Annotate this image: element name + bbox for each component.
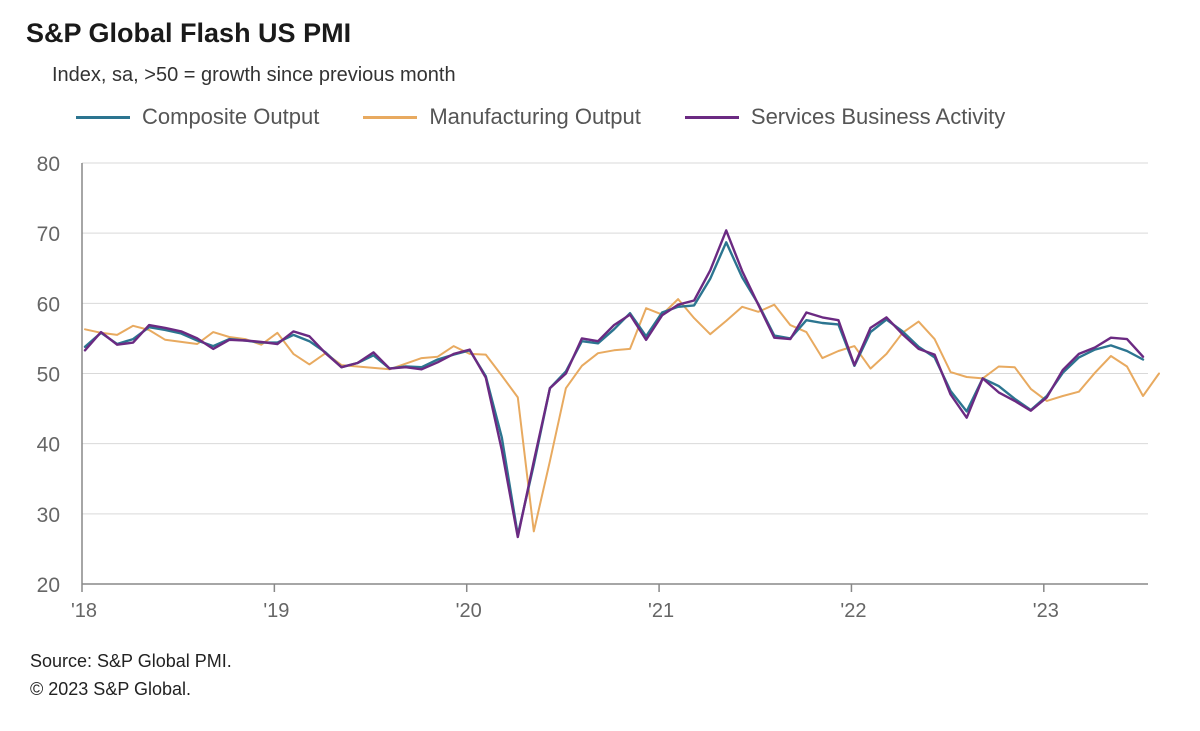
series-line-composite <box>83 241 1145 537</box>
legend-label-services: Services Business Activity <box>750 104 1006 129</box>
x-tick-label-4: '22 <box>840 600 866 622</box>
legend-swatch-manufacturing <box>363 115 418 119</box>
legend-item-composite: Composite Output <box>76 104 319 130</box>
source-note: Source: S&P Global PMI. <box>30 651 232 671</box>
chart-subtitle: Index, sa, >50 = growth since previous m… <box>52 64 456 86</box>
series-line-services <box>83 229 1145 539</box>
x-tick-label-1: '19 <box>263 600 289 622</box>
y-tick-label-40: 40 <box>37 434 60 457</box>
x-tick-label-5: '23 <box>1033 600 1059 622</box>
y-tick-label-30: 30 <box>37 504 60 527</box>
legend-label-composite: Composite Output <box>142 104 320 129</box>
chart-title: S&P Global Flash US PMI <box>26 18 352 48</box>
x-tick-label-2: '20 <box>456 600 482 622</box>
chart-legend: Composite Output Manufacturing Output Se… <box>76 100 1049 134</box>
legend-label-manufacturing: Manufacturing Output <box>429 104 641 129</box>
series-line-manufacturing <box>84 298 1160 533</box>
legend-swatch-services <box>684 115 739 119</box>
y-tick-label-20: 20 <box>37 574 60 597</box>
x-tick-label-3: '21 <box>648 600 674 622</box>
legend-item-manufacturing: Manufacturing Output <box>363 104 641 130</box>
legend-swatch-composite <box>76 115 130 119</box>
copyright-note: © 2023 S&P Global. <box>30 679 192 699</box>
legend-item-services: Services Business Activity <box>684 104 1006 130</box>
line-chart: 20 30 40 50 60 70 80 '18 '19 '20 '21 '22 '23 <box>37 153 1160 622</box>
y-tick-label-80: 80 <box>37 153 60 176</box>
y-tick-label-60: 60 <box>37 293 60 316</box>
y-tick-label-70: 70 <box>37 223 60 246</box>
y-tick-label-50: 50 <box>37 364 60 387</box>
x-tick-label-0: '18 <box>71 600 97 622</box>
